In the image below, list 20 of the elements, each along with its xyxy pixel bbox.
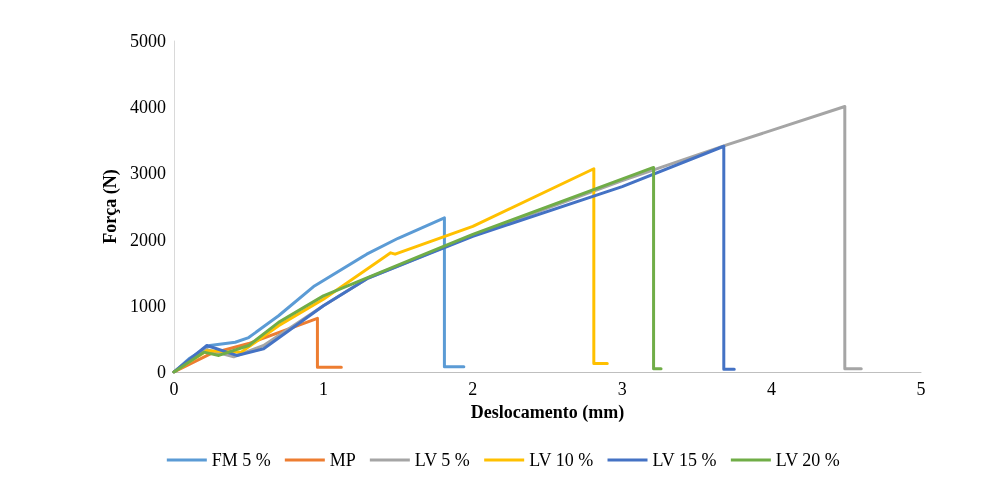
legend-label: LV 20 %: [775, 450, 840, 470]
x-tick-label: 5: [916, 379, 926, 399]
legend-label: LV 15 %: [652, 450, 717, 470]
x-tick-label: 2: [468, 379, 478, 399]
y-axis-title: Força (N): [100, 169, 121, 244]
legend-label: LV 10 %: [529, 450, 594, 470]
y-tick-label: 5000: [130, 31, 166, 51]
y-tick-label: 1000: [130, 295, 166, 316]
legend-label: MP: [329, 450, 356, 470]
x-tick-label: 0: [169, 379, 179, 399]
y-tick-label: 3000: [130, 163, 166, 184]
legend-label: FM 5 %: [211, 450, 271, 470]
legend-label: LV 5 %: [414, 450, 470, 470]
x-axis-title: Deslocamento (mm): [470, 401, 625, 423]
x-tick-label: 1: [318, 379, 328, 399]
y-tick-label: 0: [157, 362, 166, 382]
y-tick-label: 4000: [130, 97, 166, 118]
y-tick-label: 2000: [130, 229, 166, 250]
x-tick-label: 3: [617, 379, 627, 399]
x-tick-label: 4: [767, 379, 777, 399]
